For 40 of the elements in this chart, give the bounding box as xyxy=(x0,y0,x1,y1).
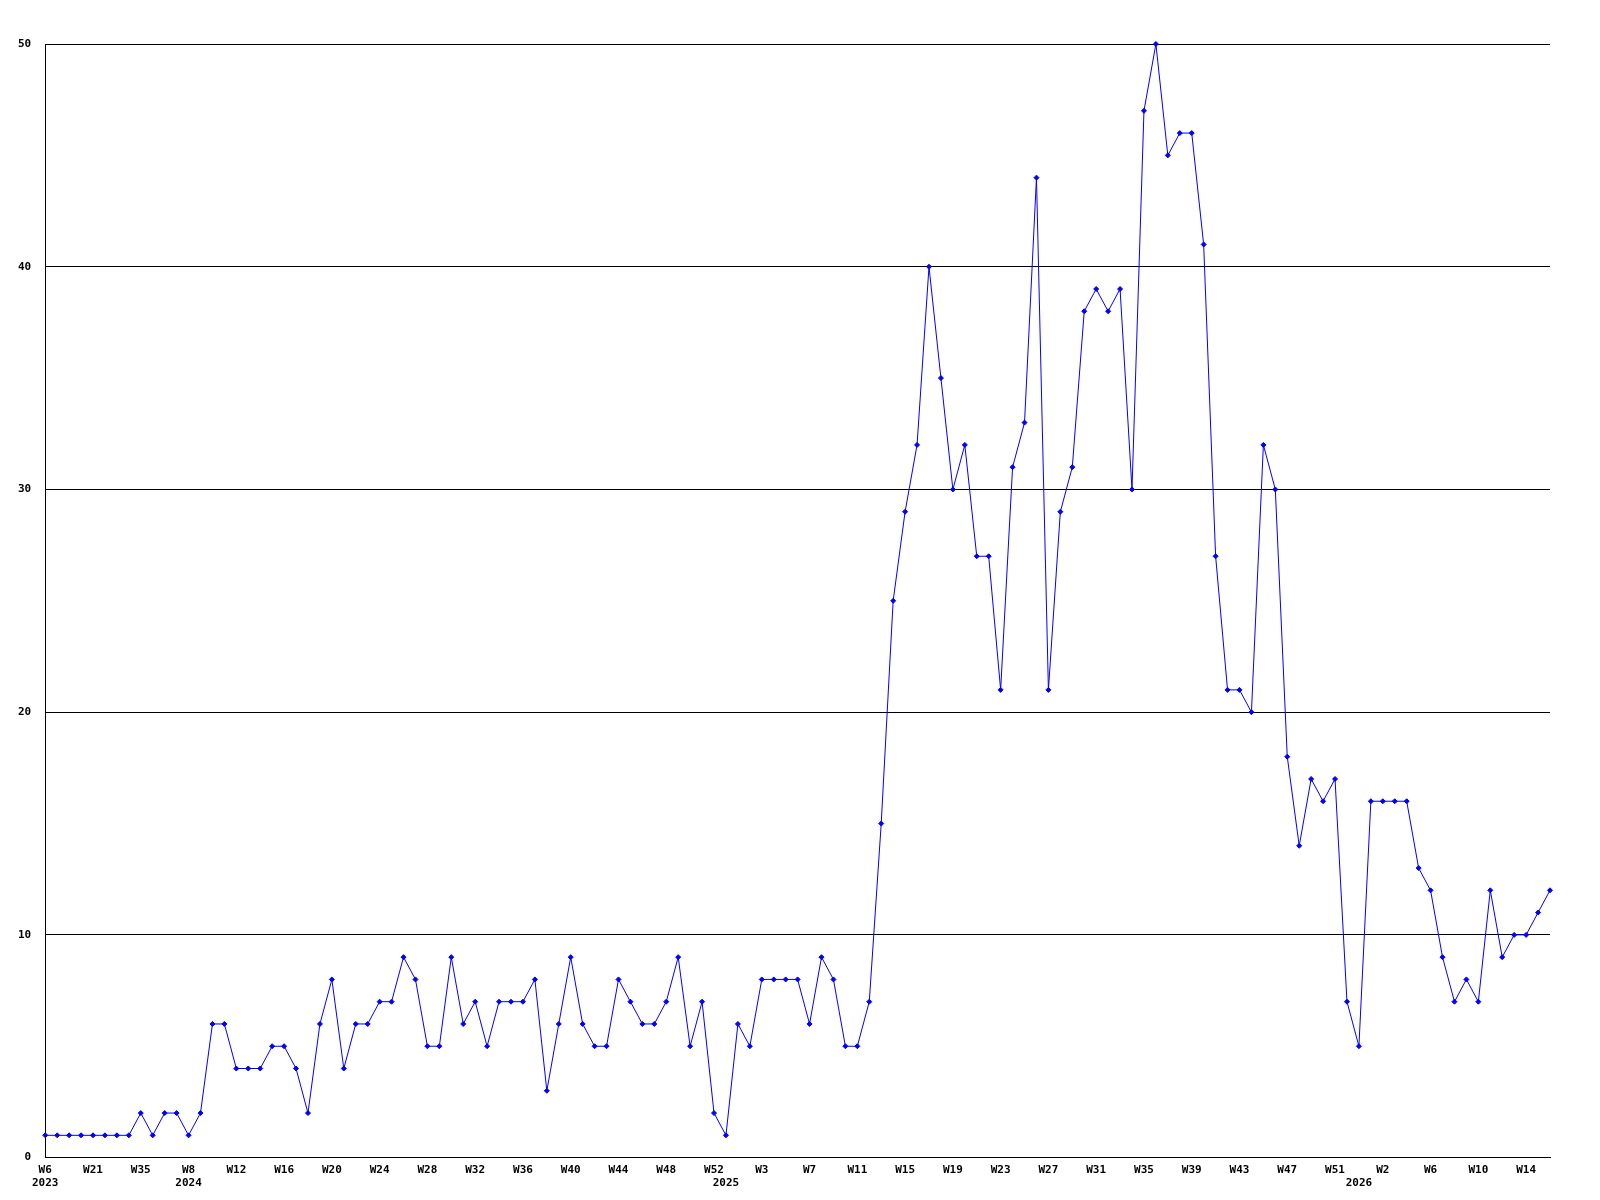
x-tick-label: 2026 xyxy=(1345,1176,1373,1190)
x-tick-label: W7 xyxy=(802,1163,817,1177)
x-tick-label: W40 xyxy=(560,1163,581,1177)
y-tick-label: 20 xyxy=(18,705,32,719)
x-tick-label: W6 2023 xyxy=(32,1163,59,1190)
x-tick-label: W8 2024 xyxy=(175,1163,203,1190)
x-tick-label: W6 xyxy=(1423,1163,1438,1177)
x-tick-label: W20 xyxy=(321,1163,342,1177)
x-tick-label: W16 xyxy=(274,1163,295,1177)
x-tick-label: W27 xyxy=(1038,1163,1059,1177)
x-tick-label: W28 xyxy=(417,1163,438,1177)
x-tick-label: W51 xyxy=(1325,1163,1346,1177)
x-tick-label: W23 xyxy=(990,1163,1011,1177)
y-tick-label: 0 xyxy=(24,1150,32,1164)
x-tick-label: W31 xyxy=(1086,1163,1107,1177)
x-tick-label: W11 xyxy=(847,1163,868,1177)
y-tick-label: 50 xyxy=(18,36,32,50)
y-tick-label: 40 xyxy=(18,259,32,273)
y-tick-label: 30 xyxy=(18,482,32,496)
x-tick-label: W14 xyxy=(1516,1163,1537,1177)
x-tick-label: W32 xyxy=(465,1163,486,1177)
x-tick-label: W35 xyxy=(1134,1163,1154,1177)
x-tick-label: W44 xyxy=(608,1163,629,1177)
x-tick-label: W19 xyxy=(942,1163,963,1177)
x-tick-label: W2 xyxy=(1376,1163,1390,1177)
x-tick-label: W36 xyxy=(513,1163,534,1177)
x-tick-label: W39 xyxy=(1181,1163,1202,1177)
x-tick-label: 2025 xyxy=(712,1176,740,1190)
x-tick-label: W48 xyxy=(656,1163,677,1177)
x-tick-label: W47 xyxy=(1277,1163,1298,1177)
y-tick-label: 10 xyxy=(18,927,32,941)
x-tick-label: W35 xyxy=(130,1163,151,1177)
x-tick-label: W21 xyxy=(83,1163,104,1177)
x-tick-label: W24 xyxy=(369,1163,390,1177)
x-tick-label: W15 xyxy=(895,1163,916,1177)
x-tick-label: W3 xyxy=(755,1163,769,1177)
x-tick-label: W43 xyxy=(1229,1163,1250,1177)
x-tick-label: W10 xyxy=(1468,1163,1489,1177)
x-tick-label: W12 xyxy=(226,1163,247,1177)
x-tick-label: W52 xyxy=(704,1163,724,1177)
